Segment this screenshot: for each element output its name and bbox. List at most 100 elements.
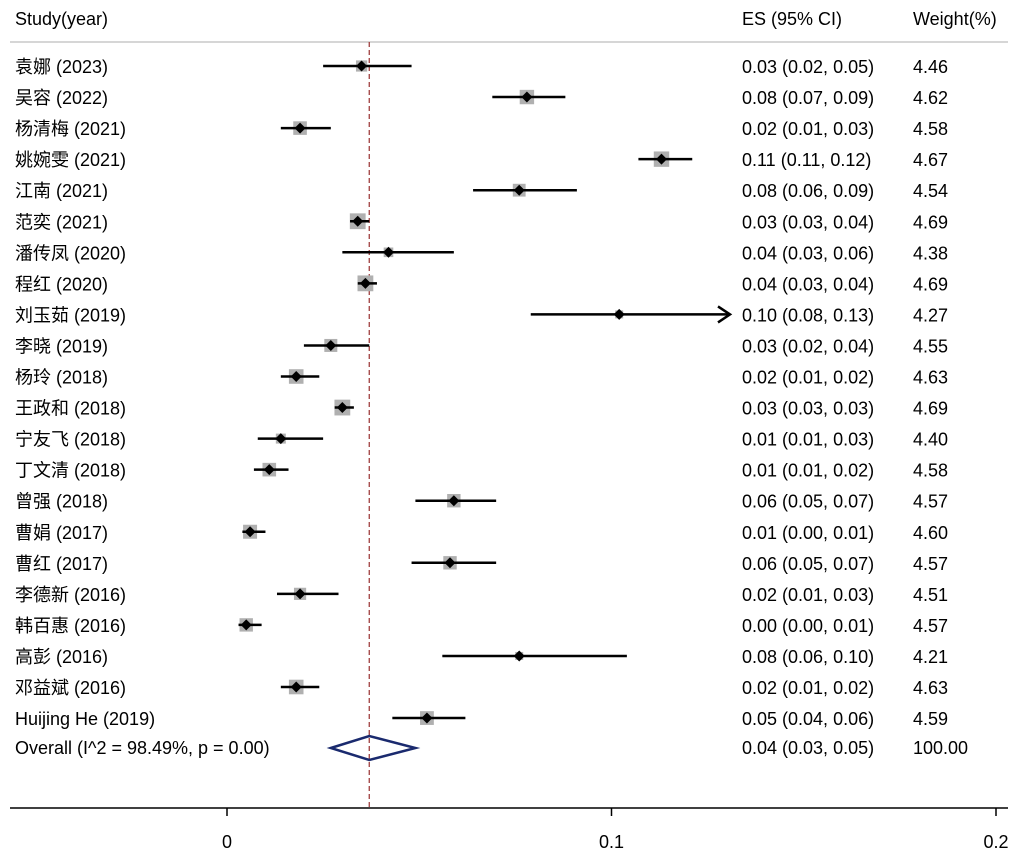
study-row: 袁娜 (2023) 0.03 (0.02, 0.05) 4.46 [15, 57, 948, 77]
study-es-text: 0.04 (0.03, 0.04) [742, 274, 874, 294]
es-column-header: ES (95% CI) [742, 9, 842, 29]
point-estimate-marker [513, 184, 525, 196]
study-row: Huijing He (2019) 0.05 (0.04, 0.06) 4.59 [15, 709, 948, 729]
x-tick-label: 0.1 [599, 832, 624, 852]
point-estimate-marker [263, 464, 275, 476]
study-weight-text: 4.69 [913, 212, 948, 232]
point-estimate-marker [275, 433, 287, 445]
point-estimate-marker [359, 277, 371, 289]
study-weight-text: 4.69 [913, 399, 948, 419]
study-row: 李德新 (2016) 0.02 (0.01, 0.03) 4.51 [15, 585, 948, 605]
study-label: 韩百惠 (2016) [15, 616, 126, 636]
ci-arrow-icon [717, 305, 733, 324]
study-es-text: 0.01 (0.01, 0.03) [742, 430, 874, 450]
study-row: 潘传凤 (2020) 0.04 (0.03, 0.06) 4.38 [15, 243, 948, 263]
study-weight-text: 4.40 [913, 430, 948, 450]
study-weight-text: 4.58 [913, 461, 948, 481]
point-estimate-marker [655, 153, 667, 165]
study-weight-text: 4.57 [913, 492, 948, 512]
point-estimate-marker [240, 619, 252, 631]
study-row: 杨玲 (2018) 0.02 (0.01, 0.02) 4.63 [15, 368, 948, 388]
study-es-text: 0.01 (0.00, 0.01) [742, 523, 874, 543]
point-estimate-marker [356, 60, 368, 72]
study-row: 韩百惠 (2016) 0.00 (0.00, 0.01) 4.57 [15, 616, 948, 636]
study-weight-text: 4.21 [913, 647, 948, 667]
study-es-text: 0.10 (0.08, 0.13) [742, 305, 874, 325]
study-label: 杨玲 (2018) [15, 368, 108, 388]
study-row: 曹娟 (2017) 0.01 (0.00, 0.01) 4.60 [15, 523, 948, 543]
study-label: 袁娜 (2023) [15, 57, 108, 77]
study-row: 李晓 (2019) 0.03 (0.02, 0.04) 4.55 [15, 336, 948, 356]
study-es-text: 0.06 (0.05, 0.07) [742, 554, 874, 574]
study-weight-text: 4.63 [913, 368, 948, 388]
point-estimate-marker [382, 246, 394, 258]
study-es-text: 0.11 (0.11, 0.12) [742, 150, 871, 170]
point-estimate-marker [336, 402, 348, 414]
study-column-header: Study(year) [15, 9, 108, 29]
study-es-text: 0.02 (0.01, 0.02) [742, 368, 874, 388]
point-estimate-marker [421, 712, 433, 724]
study-label: 李晓 (2019) [15, 336, 108, 356]
weight-column-header: Weight(%) [913, 9, 997, 29]
study-label: 李德新 (2016) [15, 585, 126, 605]
study-label: 杨清梅 (2021) [15, 119, 126, 139]
study-label: 曾强 (2018) [15, 492, 108, 512]
study-label: 邓益斌 (2016) [15, 678, 126, 698]
study-row: 程红 (2020) 0.04 (0.03, 0.04) 4.69 [15, 274, 948, 294]
x-tick-label: 0.2 [983, 832, 1008, 852]
study-weight-text: 4.38 [913, 243, 948, 263]
study-label: 范奕 (2021) [15, 212, 108, 232]
study-row: 曾强 (2018) 0.06 (0.05, 0.07) 4.57 [15, 492, 948, 512]
study-es-text: 0.00 (0.00, 0.01) [742, 616, 874, 636]
study-es-text: 0.05 (0.04, 0.06) [742, 709, 874, 729]
study-row: 高彭 (2016) 0.08 (0.06, 0.10) 4.21 [15, 647, 948, 667]
study-label: 宁友飞 (2018) [15, 430, 126, 450]
overall-label: Overall (I^2 = 98.49%, p = 0.00) [15, 738, 270, 758]
point-estimate-marker [352, 215, 364, 227]
study-row: 杨清梅 (2021) 0.02 (0.01, 0.03) 4.58 [15, 119, 948, 139]
overall-row: Overall (I^2 = 98.49%, p = 0.00) 0.04 (0… [15, 734, 968, 762]
point-estimate-marker [521, 91, 533, 103]
overall-weight-text: 100.00 [913, 738, 968, 758]
x-tick-label: 0 [222, 832, 232, 852]
study-row: 范奕 (2021) 0.03 (0.03, 0.04) 4.69 [15, 212, 948, 232]
study-weight-text: 4.57 [913, 616, 948, 636]
study-row: 姚婉雯 (2021) 0.11 (0.11, 0.12) 4.67 [15, 150, 948, 170]
study-es-text: 0.02 (0.01, 0.02) [742, 678, 874, 698]
study-label: 曹娟 (2017) [15, 523, 108, 543]
point-estimate-marker [294, 588, 306, 600]
study-label: 吴容 (2022) [15, 88, 108, 108]
study-weight-text: 4.46 [913, 57, 948, 77]
study-label: 潘传凤 (2020) [15, 243, 126, 263]
study-weight-text: 4.60 [913, 523, 948, 543]
study-es-text: 0.03 (0.03, 0.04) [742, 212, 874, 232]
study-weight-text: 4.58 [913, 119, 948, 139]
study-weight-text: 4.69 [913, 274, 948, 294]
study-weight-text: 4.67 [913, 150, 948, 170]
study-es-text: 0.04 (0.03, 0.06) [742, 243, 874, 263]
study-weight-text: 4.54 [913, 181, 948, 201]
study-row: 宁友飞 (2018) 0.01 (0.01, 0.03) 4.40 [15, 430, 948, 450]
study-weight-text: 4.59 [913, 709, 948, 729]
study-weight-text: 4.62 [913, 88, 948, 108]
study-weight-text: 4.27 [913, 305, 948, 325]
study-es-text: 0.02 (0.01, 0.03) [742, 585, 874, 605]
study-es-text: 0.01 (0.01, 0.02) [742, 461, 874, 481]
study-weight-text: 4.55 [913, 336, 948, 356]
study-row: 王政和 (2018) 0.03 (0.03, 0.03) 4.69 [15, 399, 948, 419]
point-estimate-marker [290, 681, 302, 693]
point-estimate-marker [448, 495, 460, 507]
study-label: 姚婉雯 (2021) [15, 150, 126, 170]
study-weight-text: 4.57 [913, 554, 948, 574]
study-es-text: 0.03 (0.02, 0.04) [742, 336, 874, 356]
study-row: 邓益斌 (2016) 0.02 (0.01, 0.02) 4.63 [15, 678, 948, 698]
overall-diamond [326, 734, 421, 762]
point-estimate-marker [290, 371, 302, 382]
study-es-text: 0.06 (0.05, 0.07) [742, 492, 874, 512]
overall-es-text: 0.04 (0.03, 0.05) [742, 738, 874, 758]
study-es-text: 0.03 (0.03, 0.03) [742, 399, 874, 419]
study-label: 王政和 (2018) [15, 399, 126, 419]
point-estimate-marker [294, 122, 306, 134]
x-axis-ticks: 0 0.1 0.2 [222, 808, 1009, 852]
